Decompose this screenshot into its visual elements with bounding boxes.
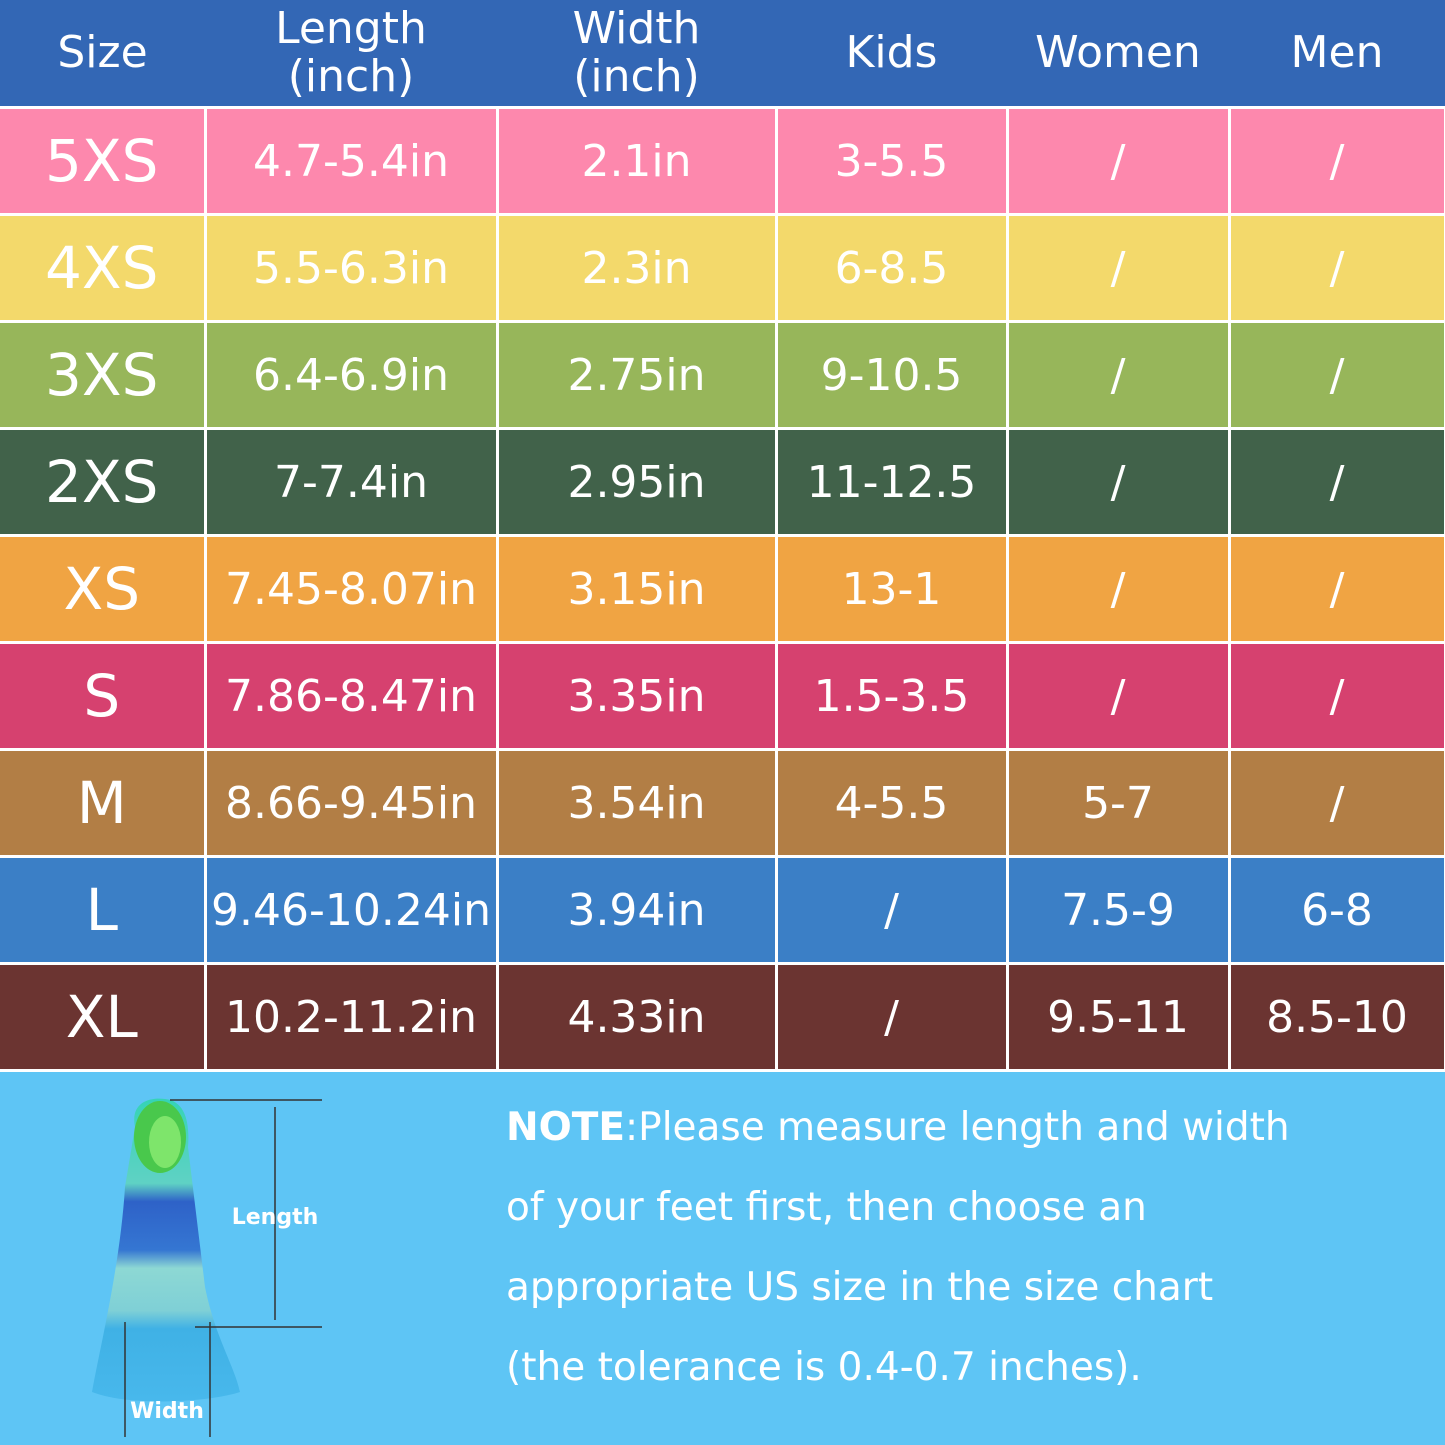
value-cell: 5-7 [1005,748,1231,858]
value-cell: / [1227,320,1445,430]
value-cell: 2.75in [495,320,778,430]
size-row: 5XS 4.7-5.4in 2.1in 3-5.5// [0,106,1445,216]
size-row: 4XS 5.5-6.3in 2.3in 6-8.5// [0,213,1445,323]
value-cell: 6.4-6.9in [203,320,499,430]
value-cell: 3.15in [495,534,778,644]
value-cell: 1.5-3.5 [774,641,1009,751]
value-cell: 5.5-6.3in [203,213,499,323]
value-cell: 9-10.5 [774,320,1009,430]
size-cell: 3XS [0,320,207,430]
size-cell: XL [0,962,207,1072]
value-cell: 4-5.5 [774,748,1009,858]
value-cell: / [774,855,1009,965]
value-cell: 8.66-9.45in [203,748,499,858]
value-cell: 11-12.5 [774,427,1009,537]
value-cell: 3-5.5 [774,106,1009,216]
value-cell: 7.86-8.47in [203,641,499,751]
note-text: :Please measure length and width of your… [506,1105,1290,1390]
value-cell: / [774,962,1009,1072]
header-cell: Length (inch) [205,0,497,108]
header-line: Kids [845,27,938,78]
header-line: Width [572,3,701,54]
size-row: XL 10.2-11.2in 4.33in/9.5-11 8.5-10 [0,962,1445,1072]
table-body: 5XS 4.7-5.4in 2.1in 3-5.5//4XS 5.5-6.3in 2.3i… [0,106,1445,1072]
length-label: Length [232,1205,319,1230]
size-row: 3XS 6.4-6.9in 2.75in 9-10.5// [0,320,1445,430]
value-cell: 4.33in [495,962,778,1072]
header-cell: Men [1229,0,1445,108]
size-row: L 9.46-10.24in 3.94in/7.5-9 6-8 [0,855,1445,965]
value-cell: 2.3in [495,213,778,323]
size-cell: 5XS [0,106,207,216]
size-row: XS 7.45-8.07in 3.15in 13-1// [0,534,1445,644]
size-cell: L [0,855,207,965]
value-cell: / [1227,641,1445,751]
size-cell: XS [0,534,207,644]
header-row: Size Length (inch) Width (inch) Kids Women Men [0,0,1445,108]
header-line: Length [275,3,427,54]
value-cell: 6-8.5 [774,213,1009,323]
size-cell: S [0,641,207,751]
value-cell: / [1005,320,1231,430]
value-cell: 4.7-5.4in [203,106,499,216]
header-cell: Size [0,0,205,108]
value-cell: 3.54in [495,748,778,858]
value-cell: / [1005,427,1231,537]
value-cell: 9.46-10.24in [203,855,499,965]
value-cell: 10.2-11.2in [203,962,499,1072]
value-cell: 2.1in [495,106,778,216]
figure: Length Width [92,1098,322,1437]
note: NOTE:Please measure length and width of … [506,1088,1296,1408]
value-cell: / [1005,641,1231,751]
value-cell: 7.45-8.07in [203,534,499,644]
fin-shape [92,1098,240,1402]
size-cell: 2XS [0,427,207,537]
size-row: 2XS 7-7.4in 2.95in 11-12.5// [0,427,1445,537]
value-cell: 3.94in [495,855,778,965]
size-table: Size Length (inch) Width (inch) Kids Women Men … [0,0,1445,1072]
value-cell: 2.95in [495,427,778,537]
header-cell: Kids [776,0,1007,108]
value-cell: 6-8 [1227,855,1445,965]
value-cell: 13-1 [774,534,1009,644]
header-line: Women [1035,27,1201,78]
size-row: M 8.66-9.45in 3.54in 4-5.5 5-7/ [0,748,1445,858]
header-cell: Women [1007,0,1229,108]
value-cell: 8.5-10 [1227,962,1445,1072]
value-cell: / [1005,534,1231,644]
header-line: Size [57,27,148,78]
header-cell: Width (inch) [497,0,776,108]
header-line: (inch) [573,51,700,102]
value-cell: / [1227,106,1445,216]
size-cell: M [0,748,207,858]
size-row: S 7.86-8.47in 3.35in 1.5-3.5// [0,641,1445,751]
value-cell: 3.35in [495,641,778,751]
width-label: Width [130,1399,204,1424]
value-cell: / [1227,427,1445,537]
header-line: Men [1290,27,1384,78]
value-cell: / [1227,534,1445,644]
value-cell: 7.5-9 [1005,855,1231,965]
value-cell: 9.5-11 [1005,962,1231,1072]
value-cell: 7-7.4in [203,427,499,537]
header-line: (inch) [287,51,415,102]
note-label: NOTE [506,1105,626,1150]
size-cell: 4XS [0,213,207,323]
value-cell: / [1227,748,1445,858]
fin-pocket-inner [149,1116,181,1168]
value-cell: / [1227,213,1445,323]
value-cell: / [1005,213,1231,323]
value-cell: / [1005,106,1231,216]
